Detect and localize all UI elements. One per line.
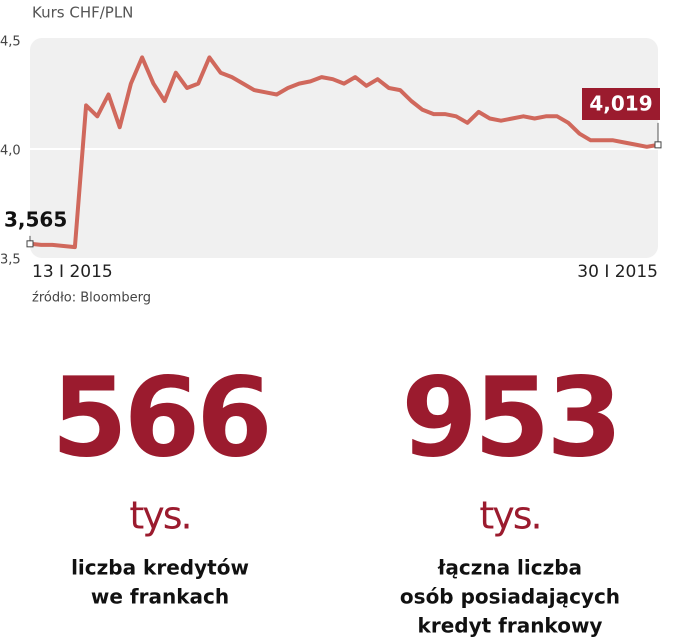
stat-label: we frankach bbox=[91, 585, 229, 609]
stat-unit: tys. bbox=[479, 494, 540, 538]
stat-label: kredyt frankowy bbox=[418, 614, 603, 638]
source: źródło: Bloomberg bbox=[32, 291, 151, 306]
value-label-box bbox=[582, 88, 660, 120]
y-tick-label: 4,0 bbox=[0, 144, 21, 159]
stat-number: 566 bbox=[51, 353, 269, 481]
x-tick-label: 13 I 2015 bbox=[32, 262, 113, 282]
price-line bbox=[29, 55, 659, 250]
stat-unit: tys. bbox=[129, 494, 190, 538]
value-label: 3,565 bbox=[4, 208, 67, 232]
stat-label: łączna liczba bbox=[437, 556, 582, 580]
stat-label: osób posiadających bbox=[400, 585, 620, 609]
stat-label: liczba kredytów bbox=[71, 556, 249, 580]
stat-number: 953 bbox=[401, 353, 619, 481]
y-tick-label: 4,5 bbox=[0, 35, 21, 50]
end-marker bbox=[26, 240, 34, 248]
chart-title: Kurs CHF/PLN bbox=[32, 4, 133, 22]
end-marker bbox=[654, 141, 662, 149]
value-label: 4,019 bbox=[589, 92, 652, 116]
y-tick-label: 3,5 bbox=[0, 253, 21, 268]
x-tick-label: 30 I 2015 bbox=[577, 262, 658, 282]
